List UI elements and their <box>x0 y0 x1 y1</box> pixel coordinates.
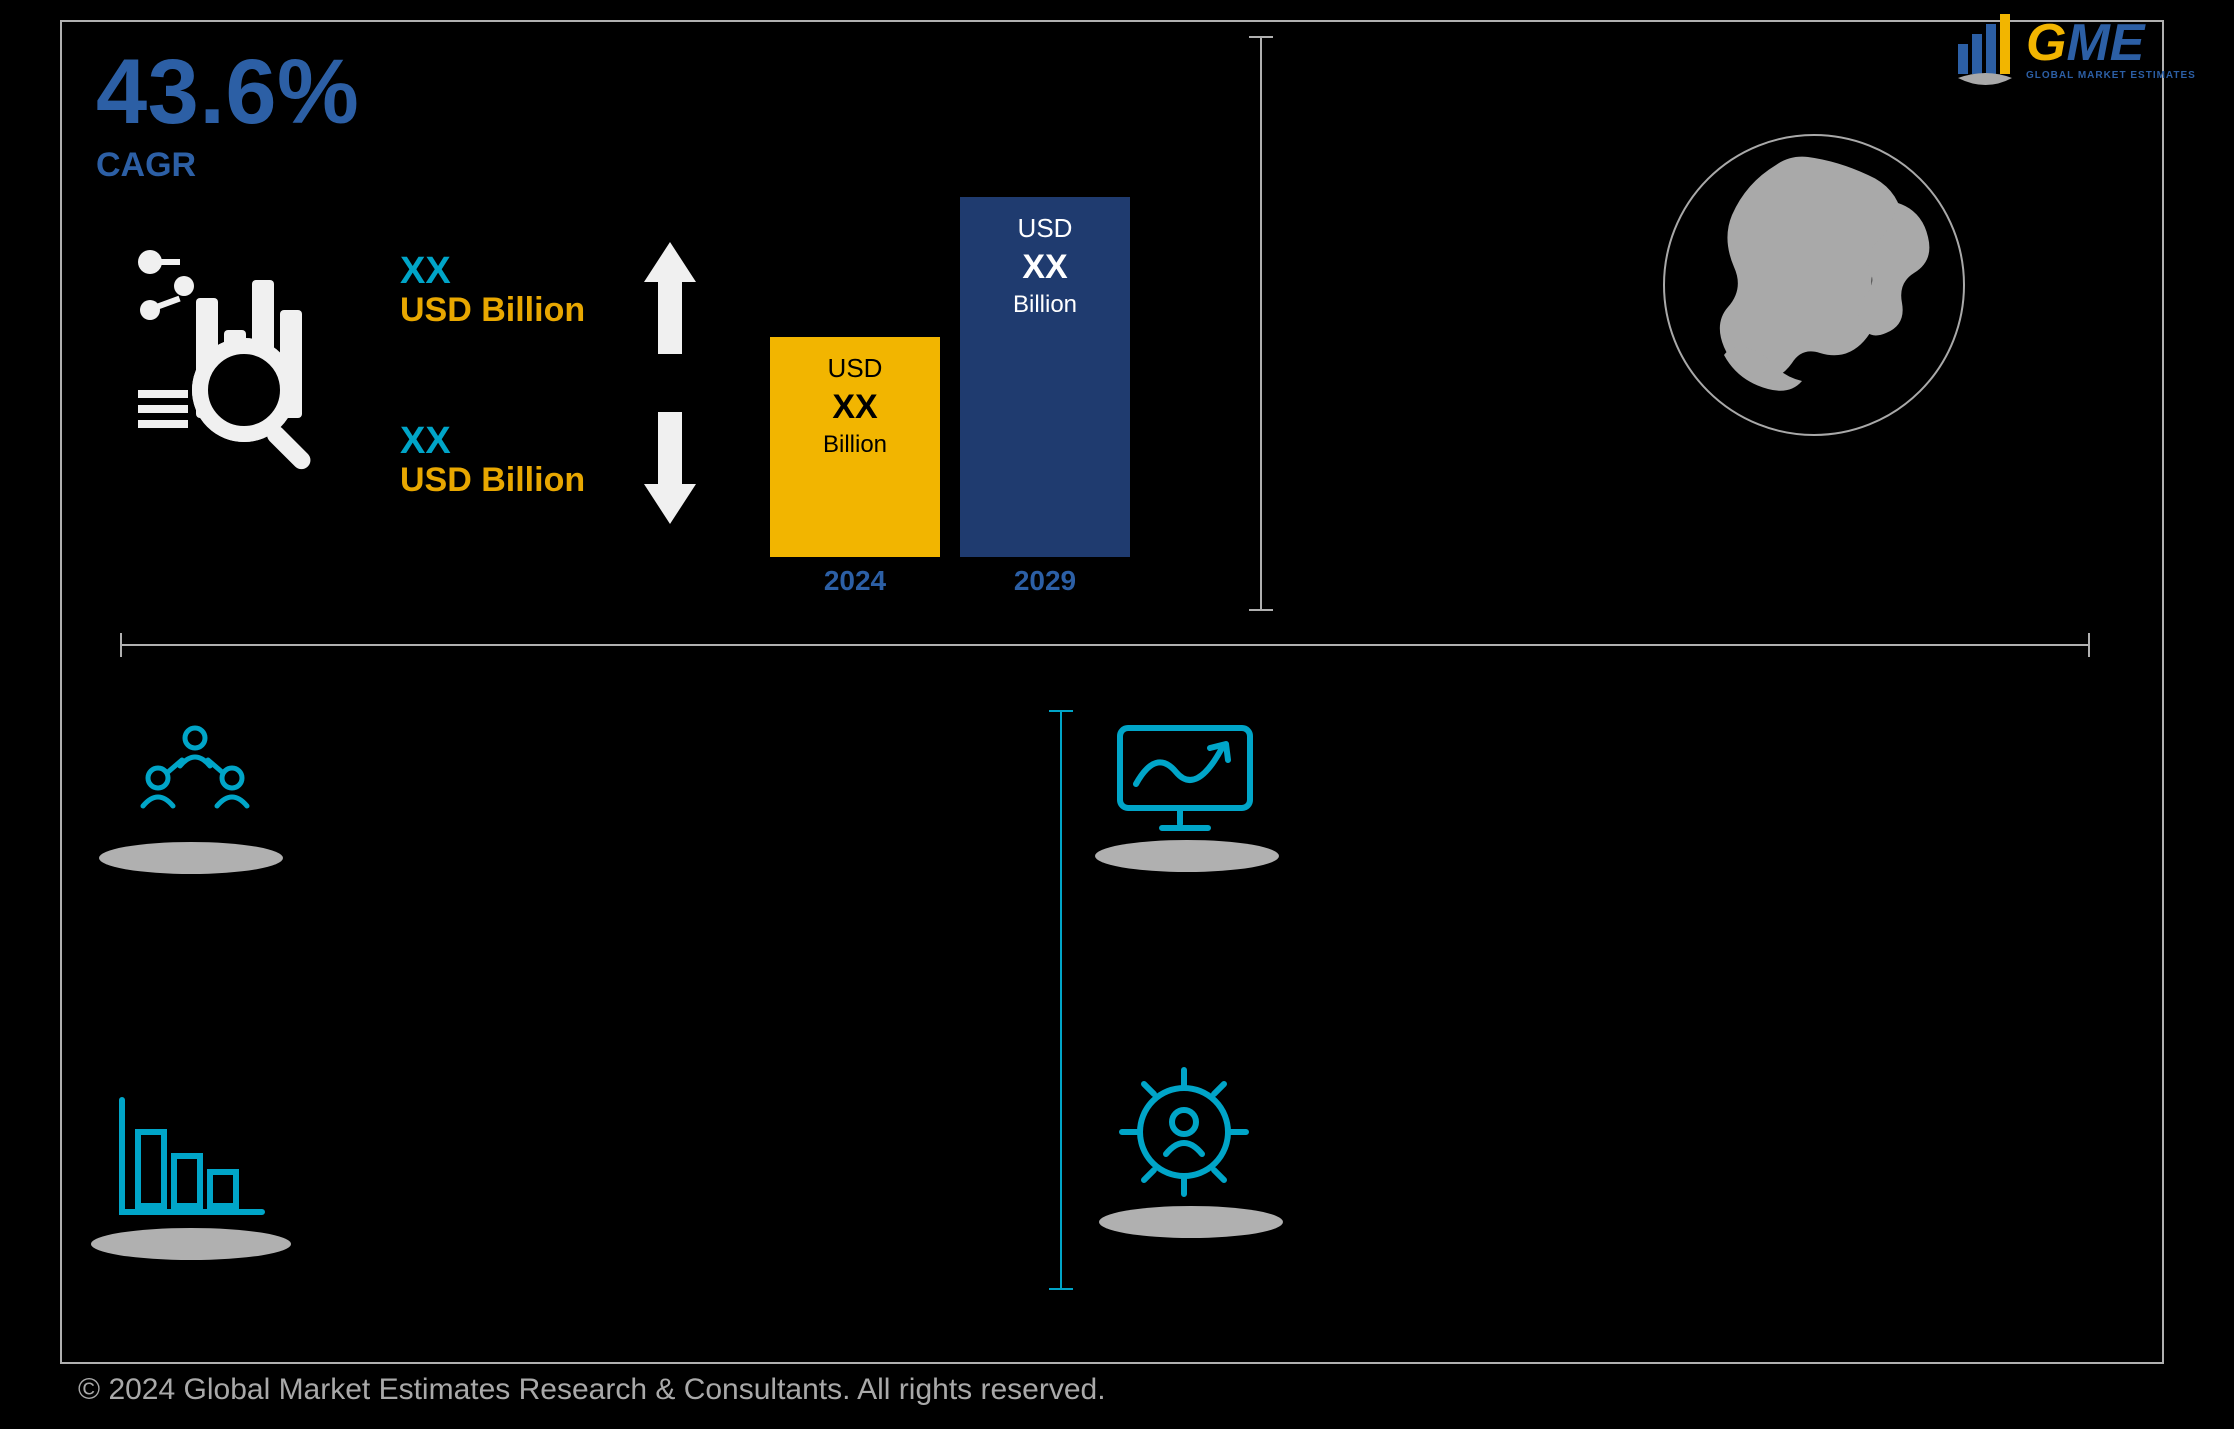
value-up-xx: XX <box>400 250 585 293</box>
cagr-label: CAGR <box>96 146 196 185</box>
platform-shadow <box>1092 836 1282 876</box>
vertical-divider-top <box>1260 36 1262 611</box>
cagr-value: 43.6% <box>96 40 359 145</box>
value-down-block: XX USD Billion <box>400 420 585 500</box>
value-down-unit: USD Billion <box>400 461 585 500</box>
platform-shadow <box>1096 1202 1286 1242</box>
bar-2024-usd: USD <box>770 353 940 384</box>
logo-tagline: GLOBAL MARKET ESTIMATES <box>2026 70 2196 81</box>
svg-text:GME: GME <box>2026 14 2146 72</box>
bar-2029: USD XX Billion 2029 <box>960 197 1130 557</box>
bar-2029-usd: USD <box>960 213 1130 244</box>
value-up-unit: USD Billion <box>400 291 585 330</box>
logo-mark-icon <box>1958 14 2012 85</box>
globe-icon <box>1654 125 1974 445</box>
copyright-text: © 2024 Global Market Estimates Research … <box>78 1373 1106 1407</box>
logo-letter-g: G <box>2026 14 2066 72</box>
arrow-up-icon <box>640 238 700 358</box>
value-up-block: XX USD Billion <box>400 250 585 330</box>
bar-2029-label: 2029 <box>960 565 1130 597</box>
value-down-xx: XX <box>400 420 585 463</box>
bars-icon <box>108 1094 268 1224</box>
platform-shadow <box>96 838 286 878</box>
logo-letters-me: ME <box>2066 14 2145 72</box>
bar-2024-xx: XX <box>770 388 940 427</box>
trend-monitor-icon <box>1110 720 1260 840</box>
market-bar-chart: USD XX Billion 2024 USD XX Billion 2029 <box>770 165 1150 595</box>
vertical-divider-bottom <box>1060 710 1062 1290</box>
bar-2024-label: 2024 <box>770 565 940 597</box>
gme-logo: GME GLOBAL MARKET ESTIMATES <box>1956 8 2216 98</box>
platform-shadow <box>86 1224 296 1264</box>
arrow-down-icon <box>640 408 700 528</box>
bar-2024-bil: Billion <box>770 431 940 459</box>
bar-2024: USD XX Billion 2024 <box>770 337 940 557</box>
target-person-icon <box>1114 1062 1254 1202</box>
bar-2029-bil: Billion <box>960 291 1130 319</box>
bar-2029-xx: XX <box>960 248 1130 287</box>
players-icon <box>120 720 270 840</box>
analytics-search-icon <box>120 240 320 470</box>
horizontal-divider <box>120 644 2090 646</box>
infographic-canvas: 43.6% CAGR GME GLOBAL MARKET ESTIMATES <box>0 0 2234 1429</box>
